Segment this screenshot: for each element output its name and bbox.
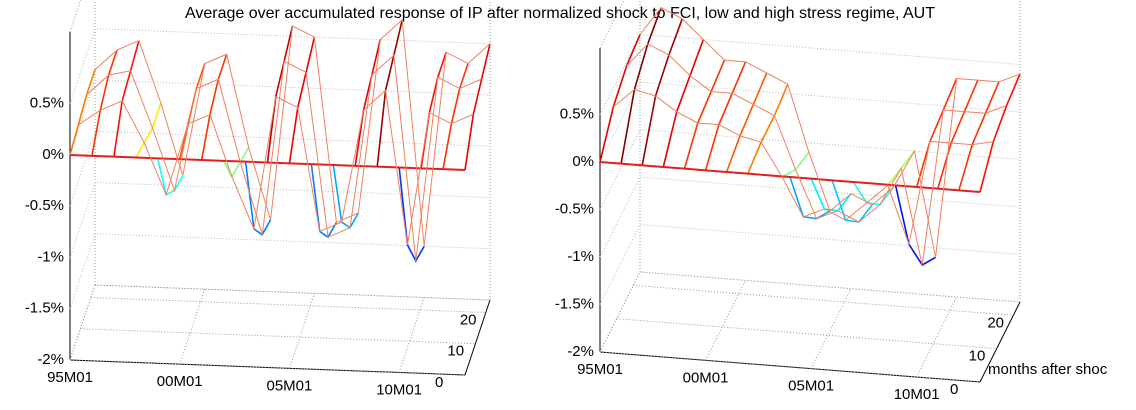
z-tick-label: -2% (37, 351, 64, 368)
grid-line (599, 271, 641, 353)
surface-row (639, 7, 1021, 258)
surface-line (894, 185, 936, 267)
z-tick-label: 0% (42, 146, 64, 163)
surface-row (69, 154, 466, 171)
surface-row (94, 18, 491, 247)
y-tick-label: 20 (460, 311, 477, 328)
surface-line (831, 180, 873, 223)
x-axis (69, 359, 466, 376)
surface-line (310, 164, 338, 239)
x-tick-label: 00M01 (683, 369, 729, 386)
grid-line (90, 297, 486, 313)
surface-line (683, 59, 726, 169)
surface-line (156, 158, 184, 197)
surface-line (704, 61, 747, 171)
surface-line (135, 102, 162, 158)
grid-line (69, 28, 491, 104)
surface-line (979, 73, 1021, 193)
x-tick-label: 10M01 (894, 386, 940, 403)
y-tick-label: 20 (987, 314, 1004, 331)
grid-line (599, 351, 981, 383)
grid-line (616, 318, 997, 350)
surface-line (200, 53, 228, 161)
grid-line (916, 296, 958, 378)
grid-line (69, 233, 491, 309)
x-tick-label: 05M01 (788, 378, 834, 395)
surface-line (958, 81, 1000, 191)
grid-line (80, 328, 476, 345)
surface-line (178, 63, 206, 160)
grid-line (398, 297, 425, 373)
surface-line (915, 78, 958, 188)
surface-line (641, 18, 683, 166)
grid-line (69, 181, 491, 258)
z-tick-label: 0.5% (560, 105, 594, 122)
y-tick-label: 10 (969, 348, 986, 365)
grid-line (599, 81, 1021, 163)
surface-line (464, 43, 491, 171)
surface-row (626, 43, 1007, 266)
z-tick-label: -1% (37, 248, 64, 265)
surface-row (78, 89, 474, 246)
surface-row (599, 161, 981, 193)
x-tick-label: 00M01 (157, 373, 203, 390)
figure-title: Average over accumulated response of IP … (185, 5, 935, 22)
surface-line (789, 176, 831, 220)
grid-line (179, 289, 206, 365)
surface-line (442, 63, 469, 170)
surface-line (332, 164, 360, 229)
surface-line (725, 72, 768, 173)
box-edge (69, 0, 82, 33)
y-axis (464, 299, 491, 376)
surface-line (113, 40, 140, 157)
surface-line (376, 19, 404, 167)
grid-line (288, 293, 315, 369)
surface-row (86, 54, 482, 262)
grid-line (599, 128, 1021, 210)
y-tick-label: 0 (435, 374, 443, 391)
grid-line (599, 271, 1021, 353)
surface-line (288, 36, 316, 164)
z-tick-label: 0.5% (30, 95, 64, 112)
grid-line (69, 79, 491, 156)
surface-line (937, 79, 979, 189)
x-tick-label: 95M01 (577, 361, 623, 378)
surface-row (613, 88, 994, 247)
surface-line (599, 34, 641, 163)
y-tick-label: 0 (950, 381, 958, 398)
surface-line (69, 69, 96, 156)
z-tick-label: -2% (567, 343, 594, 360)
surface-line (398, 167, 425, 263)
surface-line (91, 49, 118, 156)
grid-line (69, 284, 96, 361)
y-axis-label: months after shoc (988, 361, 1108, 378)
box-edge (639, 271, 1021, 303)
grid-line (705, 280, 747, 361)
grid-line (599, 223, 1021, 305)
x-tick-label: 10M01 (376, 381, 422, 398)
z-tick-label: -0.5% (25, 197, 64, 214)
surface-line (222, 146, 250, 179)
grid-line (69, 284, 491, 361)
surface-line (266, 25, 294, 163)
z-tick-label: 0% (572, 153, 594, 170)
surface-line (620, 7, 662, 164)
surface-line (810, 178, 852, 212)
x-tick-label: 95M01 (47, 369, 93, 386)
z-tick-label: -1% (567, 248, 594, 265)
y-tick-label: 10 (447, 343, 464, 360)
surface-line (747, 83, 789, 174)
surface-line (662, 39, 705, 168)
box-edge (599, 271, 641, 353)
surface-line (244, 161, 272, 236)
surface-line (354, 39, 382, 166)
grid-line (633, 284, 1014, 316)
x-tick-label: 05M01 (267, 377, 313, 394)
z-tick-label: -1.5% (25, 300, 64, 317)
z-tick-label: -1.5% (555, 295, 594, 312)
z-tick-label: -0.5% (555, 200, 594, 217)
